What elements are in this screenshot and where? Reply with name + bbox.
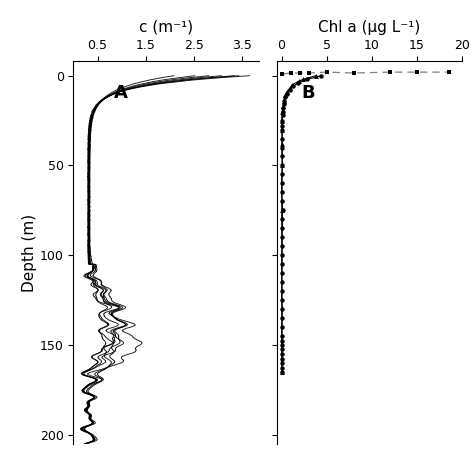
Y-axis label: Depth (m): Depth (m) xyxy=(22,213,37,292)
X-axis label: c (m⁻¹): c (m⁻¹) xyxy=(139,20,193,35)
Text: A: A xyxy=(114,84,128,101)
X-axis label: Chl a (μg L⁻¹): Chl a (μg L⁻¹) xyxy=(319,20,421,35)
Text: B: B xyxy=(301,84,315,101)
